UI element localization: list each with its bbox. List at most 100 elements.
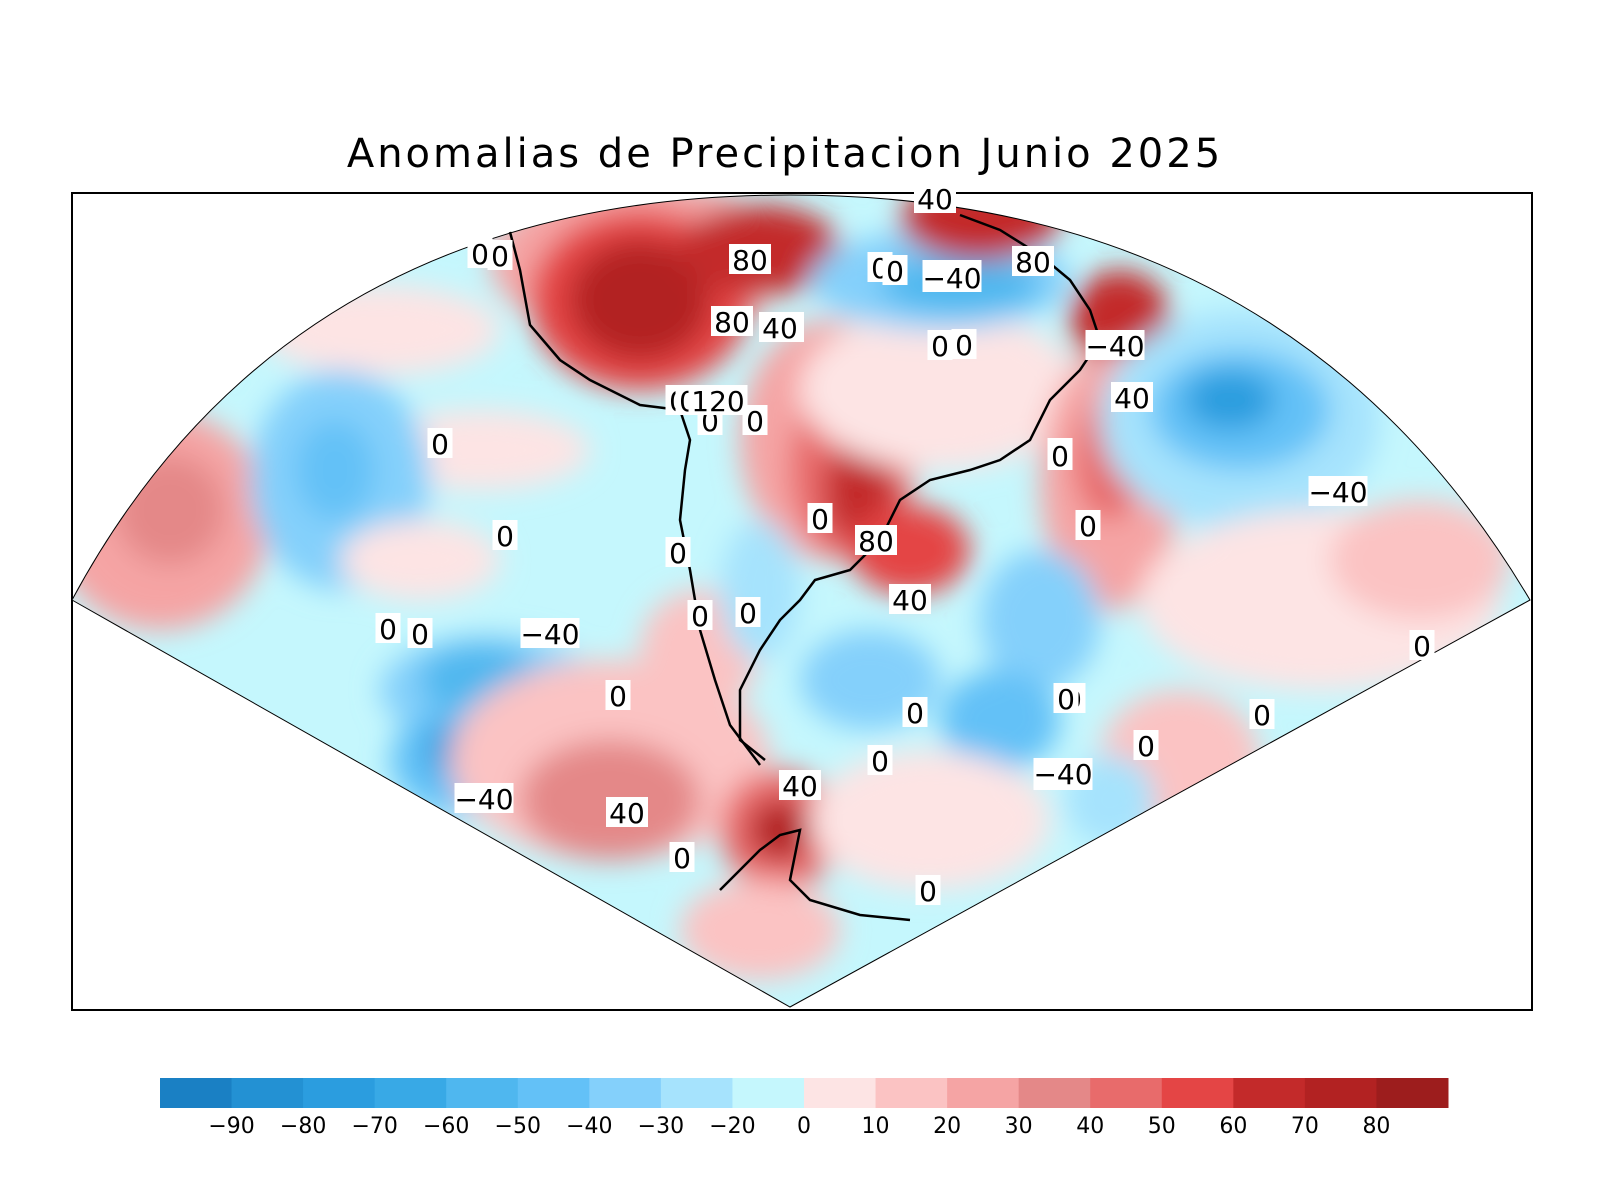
contour-label-bg (855, 525, 897, 555)
contour-label: −40 (1308, 476, 1367, 509)
colorbar-tick-label: −60 (423, 1114, 469, 1139)
colorbar-swatch (517, 1078, 590, 1108)
contour-label: −40 (520, 618, 579, 651)
anomaly-field (72, 195, 1530, 1007)
colorbar-swatch (446, 1078, 519, 1108)
contour-label: 80 (732, 244, 768, 277)
colorbar-tick-label: 60 (1219, 1114, 1247, 1139)
colorbar-swatch (1018, 1078, 1091, 1108)
contour-label-bg (1053, 683, 1079, 713)
contour-label: 0 (1051, 440, 1069, 473)
contour-label-bg (902, 697, 928, 727)
contour-label-bg (1075, 510, 1101, 540)
contour-label: −40 (1085, 330, 1144, 363)
contour-label-bg (605, 680, 631, 710)
contour-label-bg (729, 244, 771, 274)
contour-label: 40 (762, 312, 798, 345)
contour-label: 40 (782, 770, 818, 803)
contour-label: 0 (496, 520, 514, 553)
colorbar-swatch (875, 1078, 948, 1108)
colorbar-tick-label: −30 (638, 1114, 684, 1139)
colorbar-tick-label: −80 (280, 1114, 326, 1139)
contour-label: 0 (609, 680, 627, 713)
contour-label-bg (492, 520, 518, 550)
contour-label-bg (779, 770, 821, 800)
colorbar-swatch (947, 1078, 1020, 1108)
contour-label: 0 (746, 405, 764, 438)
fan-outline (71, 194, 1531, 1008)
contour-label: 0 (919, 875, 937, 908)
contour-label: 0 (1253, 699, 1271, 732)
contour-label: 120 (691, 385, 744, 418)
contour-label-bg (735, 597, 761, 627)
contour-label-bg (914, 183, 956, 213)
contour-label: 0 (739, 597, 757, 630)
colorbar-swatch (732, 1078, 805, 1108)
contour-label-bg (951, 329, 977, 359)
contour-label: 0 (1079, 510, 1097, 543)
contour-label-bg (1409, 630, 1435, 660)
contour-label-bg (1133, 730, 1159, 760)
contour-label: 40 (609, 797, 645, 830)
colorbar-swatch (1090, 1078, 1163, 1108)
contour-label-bg (665, 537, 691, 567)
contour-label-bg (915, 875, 941, 905)
colorbar-swatch (804, 1078, 877, 1108)
contour-label: −40 (922, 262, 981, 295)
colorbar-swatch (374, 1078, 447, 1108)
contour-label: 40 (1114, 382, 1150, 415)
contour-label-bg (922, 262, 982, 292)
contour-label: 40 (917, 183, 953, 216)
colorbar-swatch (1233, 1078, 1306, 1108)
contour-label: 0 (411, 618, 429, 651)
contour-label-bg (1111, 382, 1153, 412)
map-frame (71, 192, 1533, 1011)
coastline (508, 213, 1102, 922)
contour-label: 0 (471, 238, 489, 271)
colorbar-tick-label: −70 (351, 1114, 397, 1139)
contour-label: 0 (955, 329, 973, 362)
contour-label: −40 (454, 783, 513, 816)
contour-label-bg (454, 783, 514, 813)
colorbar-tick-label: 80 (1362, 1114, 1390, 1139)
contour-label: 0 (1057, 683, 1075, 716)
contour-label-bg (1047, 440, 1073, 470)
colorbar-tick-label: 40 (1076, 1114, 1104, 1139)
contour-label: 0 (491, 240, 509, 273)
contour-label-bg (1308, 476, 1368, 506)
contour-label-bg (375, 613, 401, 643)
colorbar-tick-label: −40 (566, 1114, 612, 1139)
colorbar-tick-label: −20 (709, 1114, 755, 1139)
contour-label-bg (882, 255, 908, 285)
contour-label-bg (807, 503, 833, 533)
colorbar-swatch (589, 1078, 662, 1108)
contour-label-bg (1033, 758, 1093, 788)
contour-label-bg (1085, 330, 1145, 360)
contour-label-bg (759, 312, 801, 342)
contour-label: 0 (811, 503, 829, 536)
colorbar-tick-label: 30 (1005, 1114, 1033, 1139)
colorbar-tick-label: −50 (495, 1114, 541, 1139)
contour-label: 40 (892, 584, 928, 617)
contour-labels: 0000000000000000000000000040404040404040… (375, 183, 1435, 908)
contour-label-bg (669, 842, 695, 872)
contour-label: −40 (1033, 758, 1092, 791)
colorbar-swatch (160, 1078, 233, 1108)
contour-label-bg (687, 600, 713, 630)
colorbar-swatch (660, 1078, 733, 1108)
colorbar-tick-label: 0 (797, 1114, 811, 1139)
colorbar-swatch (1304, 1078, 1377, 1108)
colorbar-swatch (303, 1078, 376, 1108)
colorbar-tick-label: −90 (208, 1114, 254, 1139)
contour-label-bg (927, 330, 953, 360)
contour-label: 80 (1015, 246, 1051, 279)
colorbar-tick-label: 50 (1148, 1114, 1176, 1139)
contour-label-bg (889, 584, 931, 614)
contour-label-bg (427, 428, 453, 458)
colorbar-swatch (1376, 1078, 1449, 1108)
contour-label-bg (1012, 246, 1054, 276)
colorbar: −90 −80 −70 −60 −50 −40 −30 −20 0 10 20 30 40 50 60 70 8… (160, 1078, 1449, 1139)
contour-label: 0 (1413, 630, 1431, 663)
colorbar-tick-label: 10 (862, 1114, 890, 1139)
